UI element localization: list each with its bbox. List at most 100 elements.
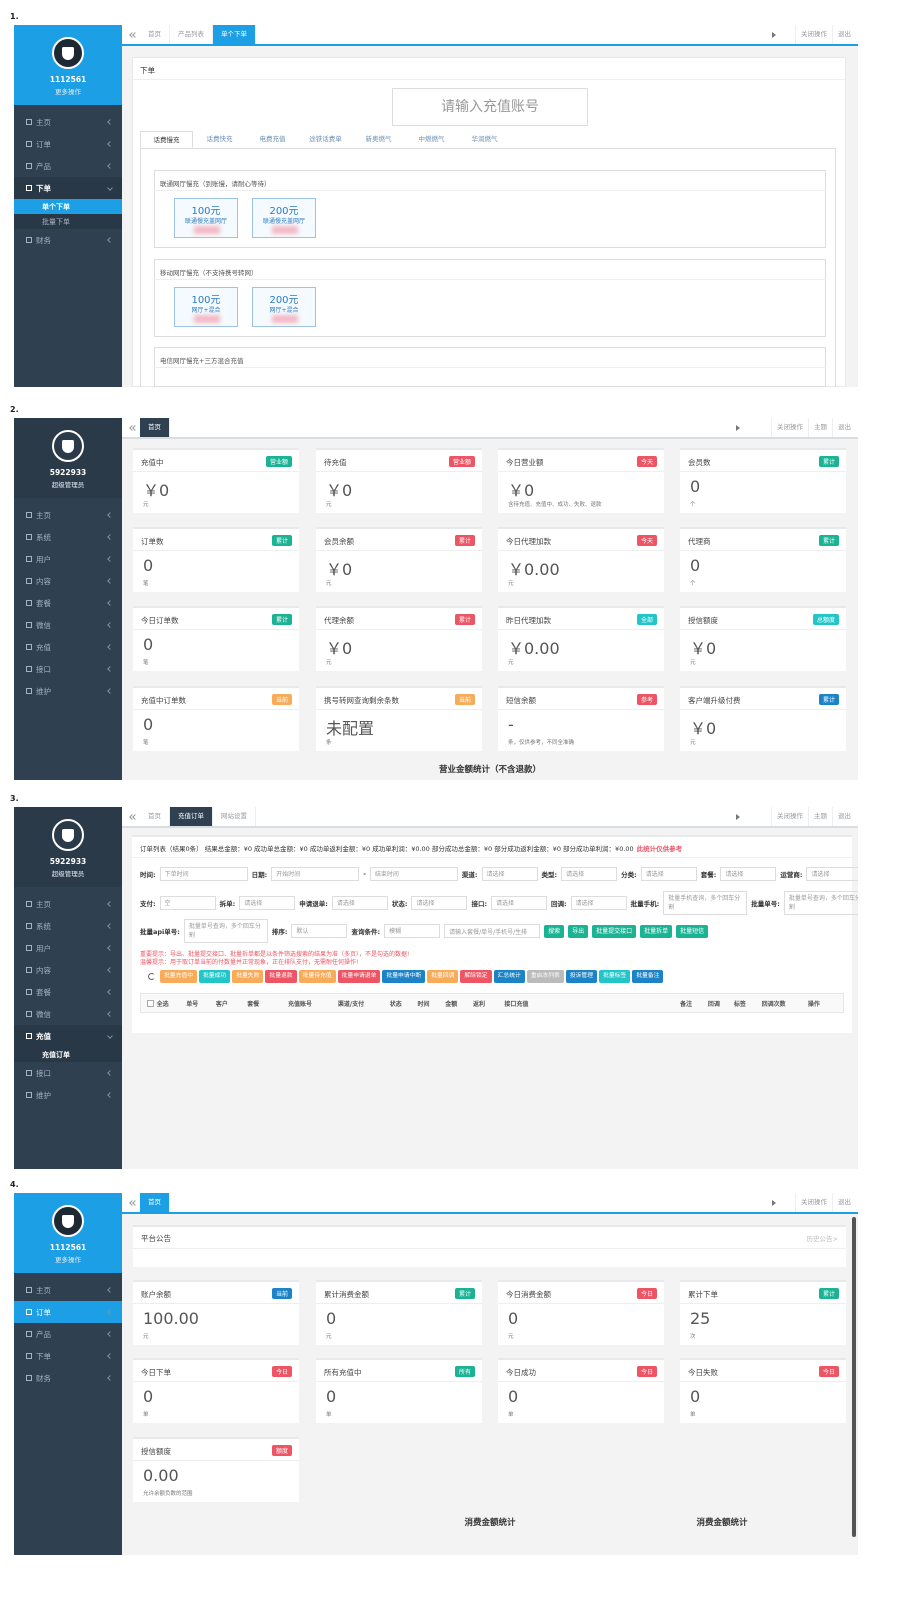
- chevron: [107, 534, 113, 540]
- tab: 首页: [140, 1193, 170, 1212]
- action-button: 批量短信: [676, 924, 709, 938]
- filter-input: 开始时间: [271, 867, 360, 881]
- menu-item: 下单: [14, 177, 122, 199]
- category-tab: 华润燃气: [471, 135, 498, 143]
- category-tab: 中燃燃气: [418, 135, 445, 143]
- menu-icon: [26, 967, 32, 973]
- card-title: 订单数: [141, 537, 164, 546]
- table-column: 全选: [156, 1000, 169, 1008]
- card-value: 0: [508, 1387, 519, 1406]
- group-title: 联通网厅慢充（到账慢，请耐心等待）: [160, 180, 271, 188]
- menu-item: 充值: [14, 636, 122, 658]
- chevron: [132, 425, 138, 431]
- card-value: 0: [143, 556, 154, 575]
- card-badge: 当前: [454, 694, 475, 705]
- card-note: 网厅+混合: [191, 307, 221, 314]
- card-badge: 额度: [271, 1445, 292, 1456]
- menu-icon: [26, 1375, 32, 1381]
- card-title: 充值中订单数: [141, 696, 186, 705]
- menu-label: 下单: [36, 184, 51, 193]
- menu-icon: [26, 534, 32, 540]
- card-value: ￥0: [508, 481, 535, 500]
- chevron: [107, 1070, 113, 1076]
- menu-icon: [26, 600, 32, 606]
- chevron: [107, 556, 113, 562]
- card-value: ￥0: [326, 560, 353, 579]
- filter-input: 批量单号查询，多个回车分割: [183, 919, 268, 943]
- card-blur: [194, 226, 220, 234]
- tab: 充值订单: [170, 807, 213, 826]
- card-title: 累计消费金额: [324, 1290, 369, 1299]
- card-title: 昨日代理加款: [506, 616, 551, 625]
- card-divider: [133, 471, 299, 472]
- menu-label: 接口: [36, 665, 51, 674]
- card-divider: [680, 1303, 846, 1304]
- table-column: 备注: [680, 1000, 693, 1008]
- action-button: 导出: [568, 924, 589, 938]
- card-value: ￥0: [690, 719, 717, 738]
- card-value: 100.00: [143, 1309, 199, 1328]
- card-divider: [316, 709, 482, 710]
- menu-label: 下单: [36, 1352, 51, 1361]
- product-group: [154, 259, 826, 337]
- toolbar: 关闭操作 主题 退出: [771, 807, 856, 826]
- avatar-icon: [62, 47, 74, 60]
- card-divider: [498, 471, 664, 472]
- chevron: [107, 688, 113, 694]
- menu-label: 产品: [36, 1330, 51, 1339]
- action-button: 搜索: [544, 924, 565, 938]
- user-role: 更多操作: [55, 88, 81, 96]
- submenu-label: 单个下单: [42, 203, 70, 211]
- screen-label: 4.: [10, 1180, 19, 1189]
- sidebar-header: 5922933 超级管理员: [14, 807, 122, 887]
- menu-icon: [26, 622, 32, 628]
- card-blur: [272, 315, 298, 323]
- card-unit: 个: [690, 581, 696, 587]
- menu-icon: [26, 989, 32, 995]
- sidebar-header: 1112561 更多操作: [14, 25, 122, 105]
- card-divider: [133, 550, 299, 551]
- scrollbar: [852, 1217, 856, 1537]
- menu-item: 订单: [14, 1301, 122, 1323]
- chevron: [107, 141, 113, 147]
- group-title: 移动网厅慢充（不支持携号转网）: [160, 269, 258, 277]
- avatar-icon: [62, 829, 74, 842]
- stat-card: 今日消费金额 今日 0 元: [498, 1280, 664, 1345]
- chevron: [132, 814, 138, 820]
- screen: 5922933 超级管理员 主页 系统 用户 内容 套餐 微信 充值 接口 维护 首页 关闭操作 主题 退出…: [14, 418, 858, 780]
- table-column: 渠道/支付: [337, 1000, 365, 1008]
- menu-label: 用户: [36, 555, 51, 564]
- card-badge: 营业额: [265, 456, 292, 467]
- checkbox: [147, 999, 154, 1007]
- card-note: 联通慢充盖网厅: [184, 218, 227, 225]
- card-title: 会员数: [688, 458, 711, 467]
- stat-card: 充值中 营业额 ￥0 元: [133, 448, 299, 513]
- card-unit: 元: [690, 660, 696, 666]
- filter-label: 回调:: [551, 900, 567, 908]
- menu-icon: [26, 1309, 32, 1315]
- card-unit: 个: [690, 502, 696, 508]
- menu-icon: [26, 578, 32, 584]
- card-title: 累计下单: [688, 1290, 718, 1299]
- card-divider: [316, 629, 482, 630]
- menu-icon: [26, 141, 32, 147]
- menu-label: 充值: [36, 643, 51, 652]
- stat-card: 今日失败 今日 0 单: [680, 1358, 846, 1423]
- chevron: [107, 1375, 113, 1381]
- screen: 1112561 更多操作 主页 订单 产品 下单 财务 首页 关闭操作 退出 账户余额 当前 100.0…: [14, 1193, 858, 1555]
- tab: 产品列表: [170, 25, 213, 44]
- card-unit: 单: [326, 1412, 332, 1418]
- menu-icon: [26, 237, 32, 243]
- card-title: 短信余额: [506, 696, 536, 705]
- card-value: 0.00: [143, 1466, 179, 1485]
- card-unit: 笔: [143, 740, 149, 746]
- notice-text: 重要提示：导出、批量提交接口、批量拆单都是以条件筛选搜索的结果为准（多页），不是…: [140, 951, 410, 958]
- menu-label: 财务: [36, 236, 51, 245]
- tab: 首页: [140, 25, 170, 44]
- screen-label: 3.: [10, 794, 19, 803]
- menu-icon: [26, 1287, 32, 1293]
- card-badge: 累计: [454, 614, 475, 625]
- card-title: 今日失败: [688, 1368, 718, 1377]
- tab: 首页: [140, 418, 170, 437]
- card-divider: [498, 1303, 664, 1304]
